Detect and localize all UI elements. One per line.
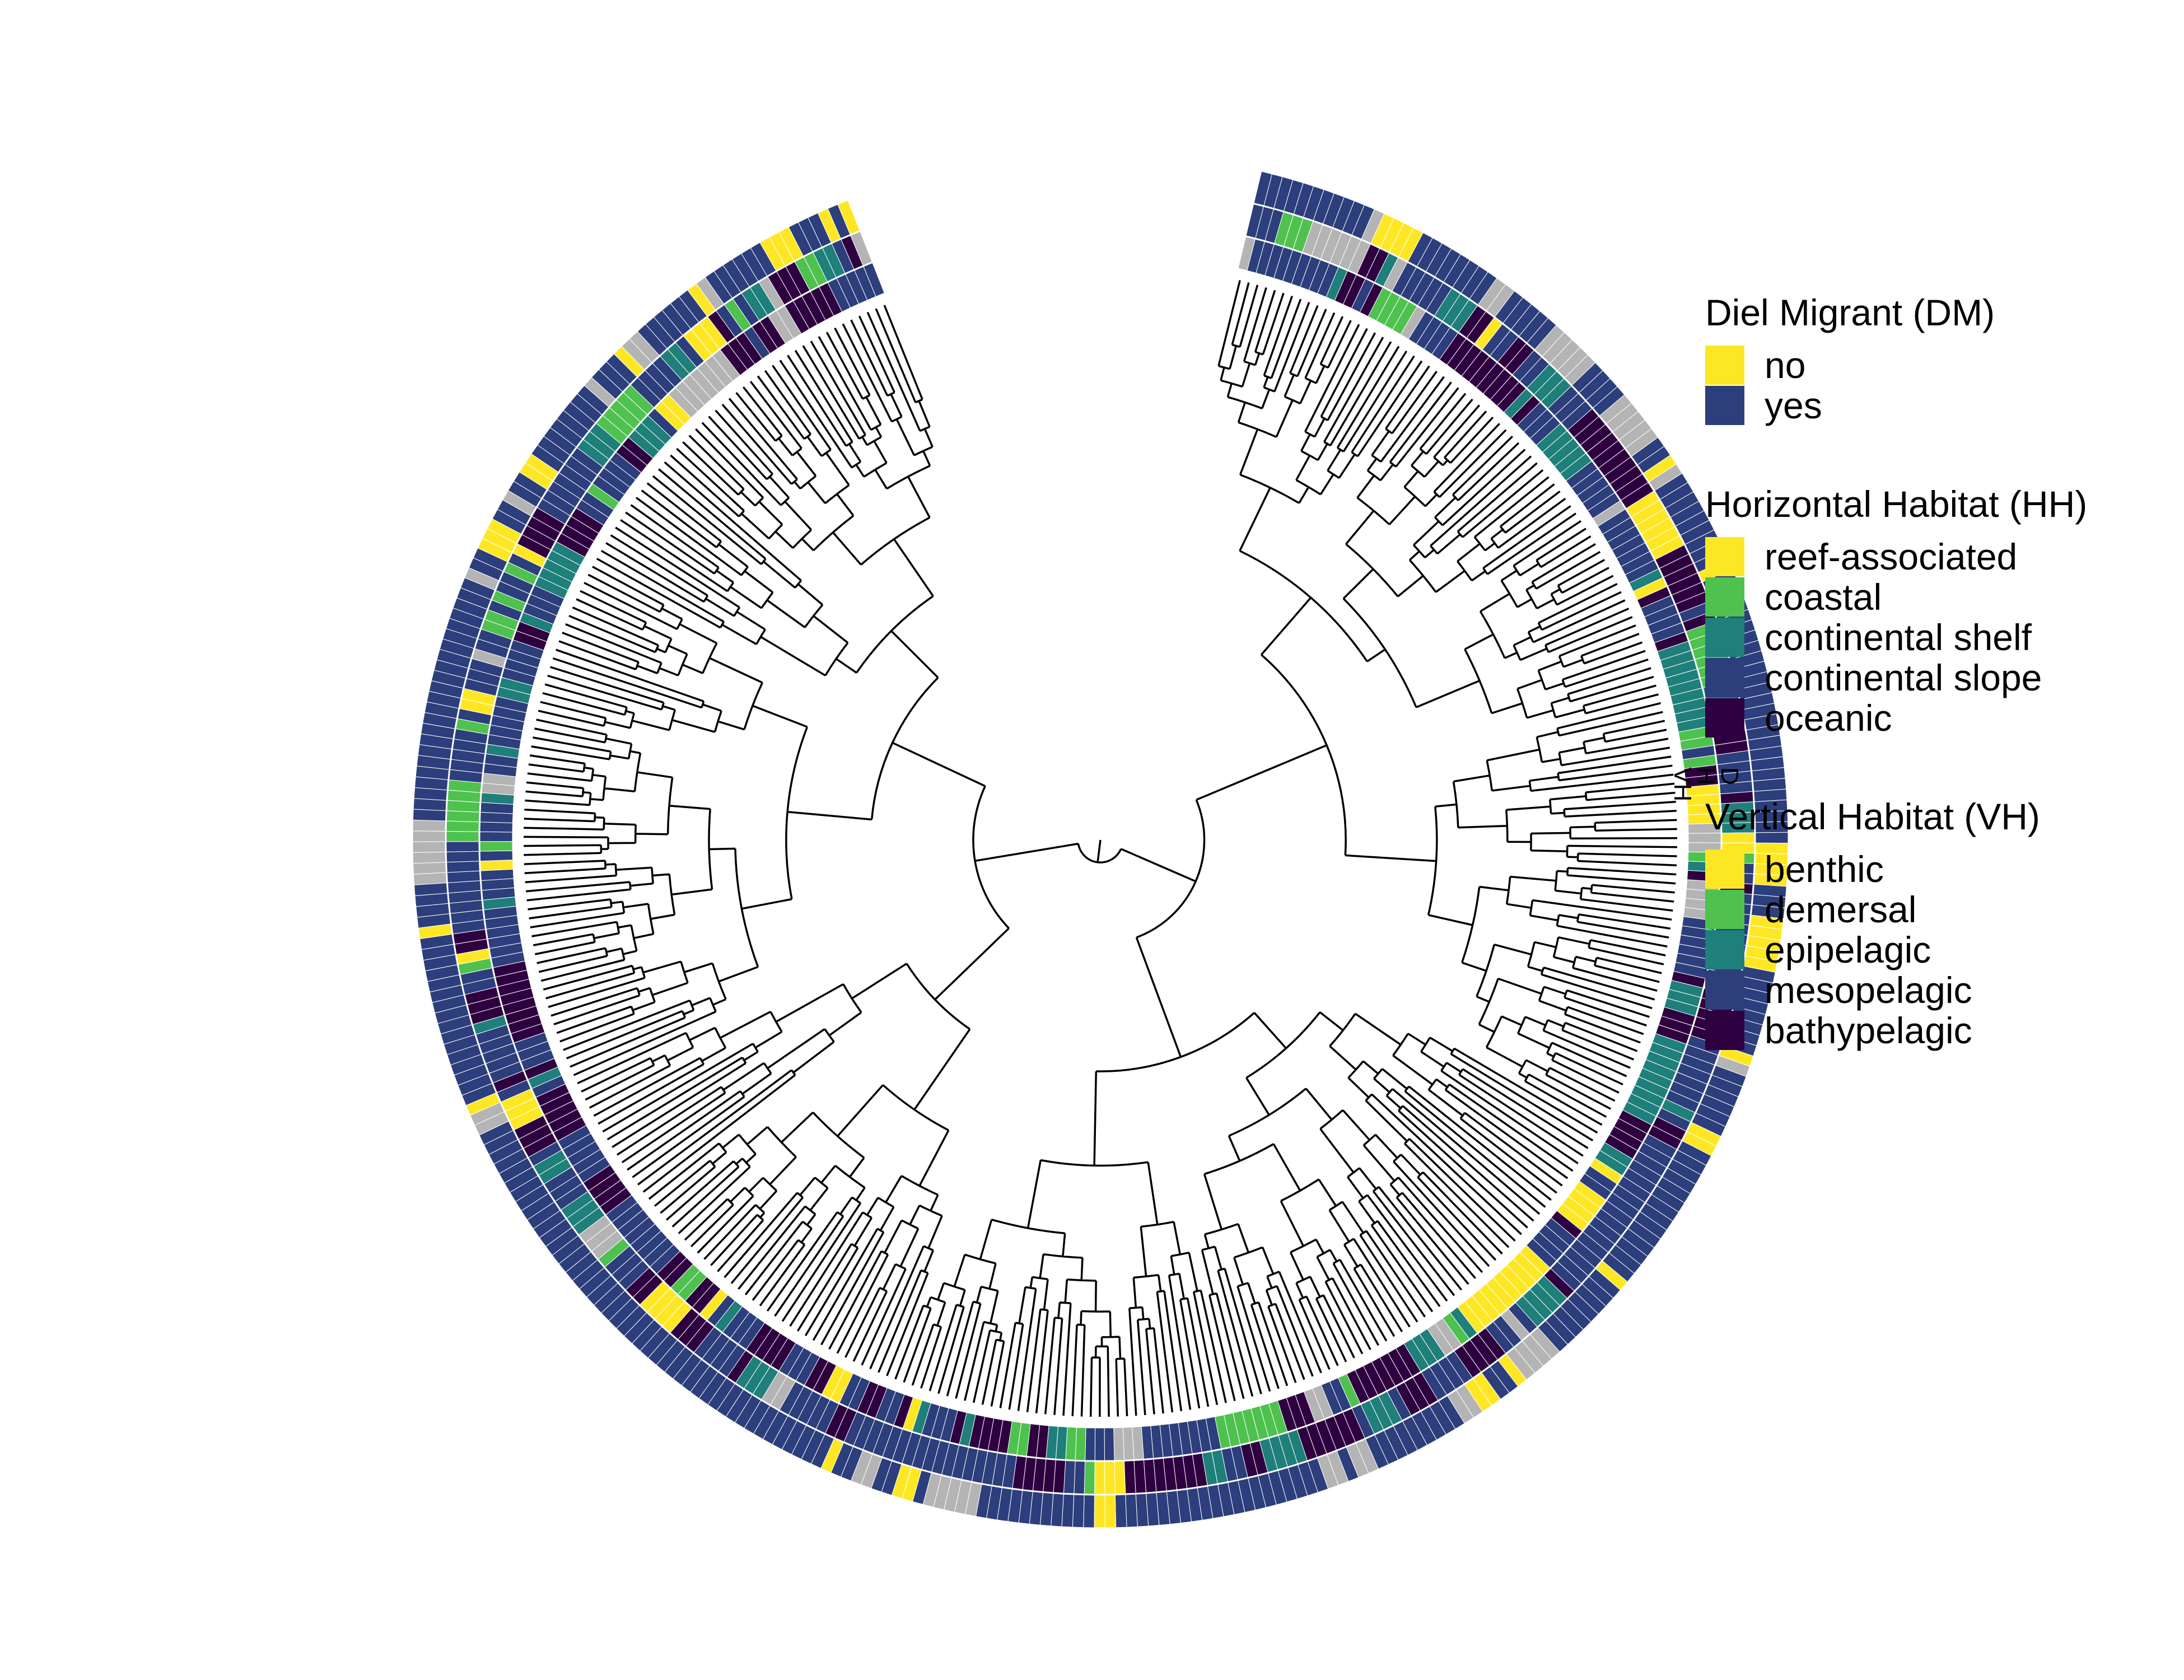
legend-label: epipelagic xyxy=(1765,929,1931,970)
tree-branches xyxy=(523,280,1678,1417)
legend-item-continental-slope: continental slope xyxy=(1705,657,2087,698)
legend-item-demersal: demersal xyxy=(1705,889,2040,930)
legend-label: reef-associated xyxy=(1765,536,2018,577)
vertical-habitat-ring xyxy=(479,236,1721,1461)
legend-label: benthic xyxy=(1765,848,1884,890)
legend-item-bathypelagic: bathypelagic xyxy=(1705,1010,2040,1051)
legend-item-no: no xyxy=(1705,344,1995,386)
legend-item-benthic: benthic xyxy=(1705,848,2040,890)
diel-migrant-ring xyxy=(412,171,1789,1528)
legend-swatch xyxy=(1705,577,1744,617)
ring-label-hh: H xyxy=(1692,767,1720,785)
legend-swatch xyxy=(1705,850,1744,889)
legend-title: Diel Migrant (DM) xyxy=(1705,292,1995,333)
legend-label: bathypelagic xyxy=(1765,1010,1972,1051)
legend-label: oceanic xyxy=(1765,697,1892,739)
legend-item-yes: yes xyxy=(1705,385,1995,426)
legend-swatch xyxy=(1705,1011,1744,1050)
legend-title: Vertical Habitat (VH) xyxy=(1705,796,2040,837)
legend-swatch xyxy=(1705,698,1744,738)
legend-label: demersal xyxy=(1765,889,1917,930)
legend-label: mesopelagic xyxy=(1765,969,1972,1011)
legend-swatch xyxy=(1705,890,1744,929)
legend-title: Horizontal Habitat (HH) xyxy=(1705,483,2088,525)
legend-label: yes xyxy=(1765,385,1822,426)
legend-horizontal-habitat: Horizontal Habitat (HH) reef-associated … xyxy=(1705,483,2088,739)
phylogenetic-tree xyxy=(523,280,1678,1417)
ring-labels: D H VH xyxy=(1669,767,1743,801)
legend-swatch xyxy=(1705,618,1744,657)
legend-swatch xyxy=(1705,386,1744,425)
legend-item-reef-associated: reef-associated xyxy=(1705,536,2087,577)
legend-swatch xyxy=(1705,537,1744,576)
trait-rings xyxy=(412,171,1789,1528)
legend-swatch xyxy=(1705,930,1744,969)
legend-label: coastal xyxy=(1765,576,1882,618)
horizontal-habitat-ring xyxy=(446,203,1755,1495)
legend-item-mesopelagic: mesopelagic xyxy=(1705,969,2040,1011)
legend-item-coastal: coastal xyxy=(1705,576,2087,618)
legend-item-epipelagic: epipelagic xyxy=(1705,929,2040,970)
legend-swatch xyxy=(1705,970,1744,1010)
legend-diel-migrant: Diel Migrant (DM) no yes xyxy=(1705,291,1995,426)
legend-label: no xyxy=(1765,344,1806,386)
legend-label: continental shelf xyxy=(1765,617,2032,658)
legend-label: continental slope xyxy=(1765,657,2042,698)
legend-item-oceanic: oceanic xyxy=(1705,697,2087,739)
legend-swatch xyxy=(1705,658,1744,697)
legend-item-continental-shelf: continental shelf xyxy=(1705,617,2087,658)
ring-label-vh: VH xyxy=(1669,767,1696,801)
ring-label-dm: D xyxy=(1716,767,1743,785)
legend-swatch xyxy=(1705,346,1744,385)
legend-vertical-habitat: Vertical Habitat (VH) benthic demersal e… xyxy=(1705,795,2040,1051)
